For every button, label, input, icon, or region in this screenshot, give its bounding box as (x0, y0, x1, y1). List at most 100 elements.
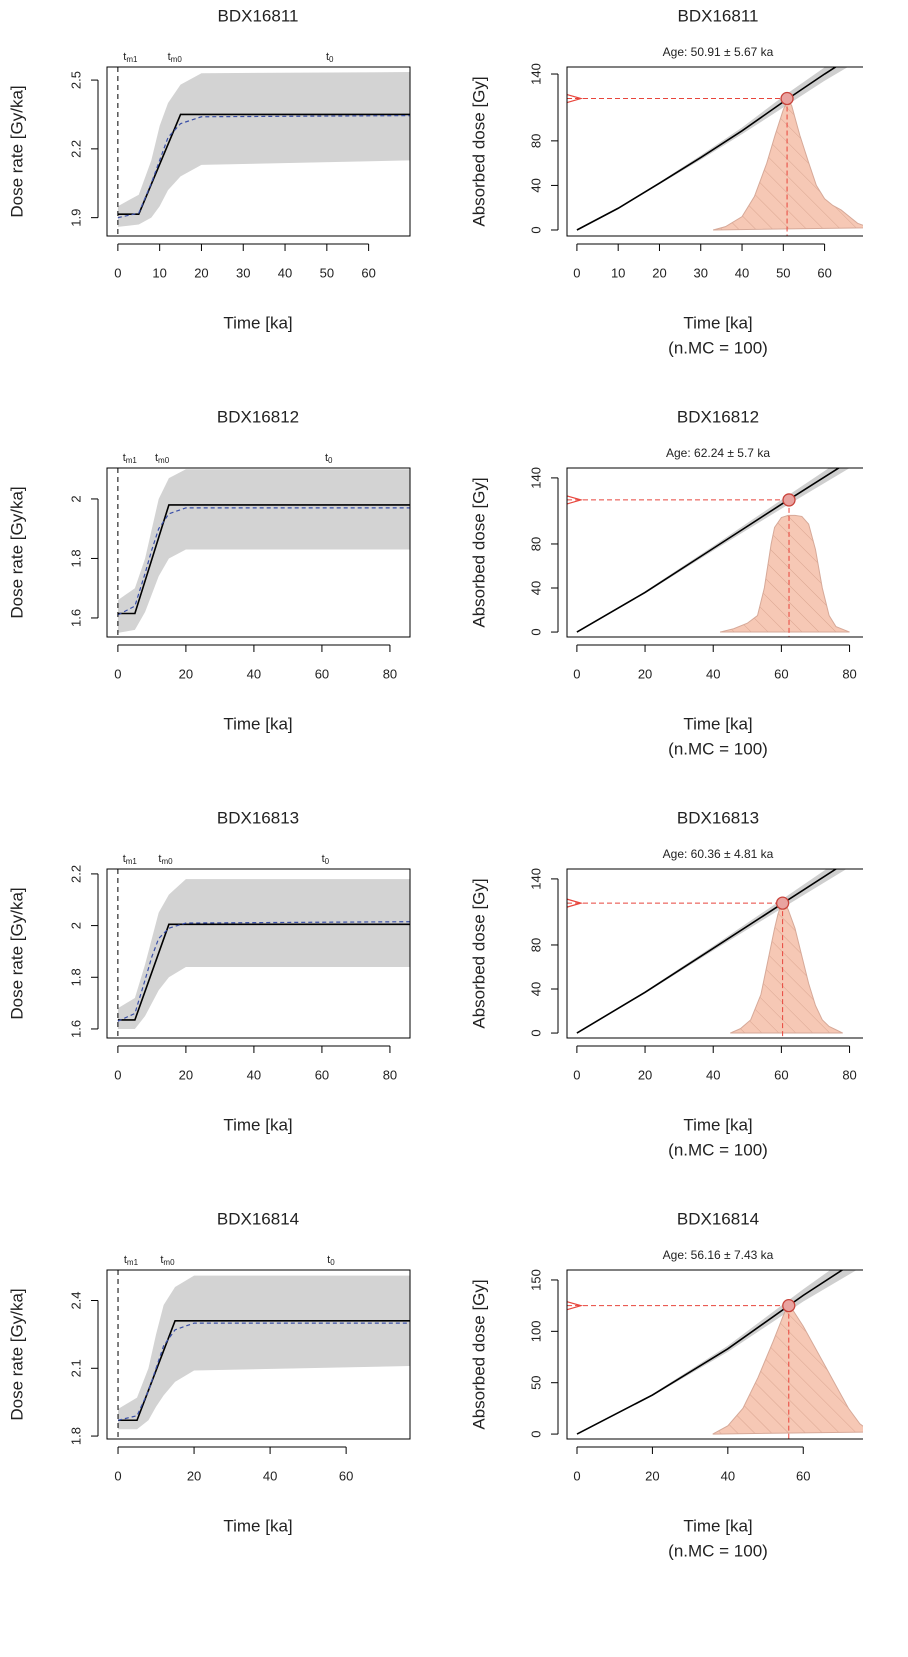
dose-line (576, 468, 841, 633)
x-tick-label: 20 (187, 1468, 201, 1483)
x-tick-label: 0 (114, 265, 121, 280)
annotation-symbol: t (160, 1254, 163, 1266)
x-tick-label: 60 (796, 1468, 810, 1483)
annotation: tm1 (124, 1254, 139, 1267)
uncertainty-band (576, 869, 847, 1034)
fitted-curve (117, 507, 410, 616)
panel: BDX16813 Age: 60.36 ± 4.81 ka Time [ka] (n.… (469, 808, 863, 1159)
y-tick-label: 2.1 (68, 1359, 83, 1377)
annotation: tm1 (123, 853, 138, 866)
plot-frame (106, 467, 411, 638)
y-tick-label: 1.6 (68, 1020, 83, 1038)
fitted-curve (117, 1322, 410, 1421)
y-tick-label: 140 (528, 868, 543, 890)
x-tick-label: 60 (315, 1067, 329, 1082)
x-tick-label: 0 (114, 1468, 121, 1483)
plot-area (567, 468, 850, 637)
x-tick-label: 0 (573, 1468, 580, 1483)
age-point (782, 493, 796, 507)
x-tick-label: 40 (706, 666, 720, 681)
plot-frame (106, 66, 411, 237)
annotation-symbol: t (123, 452, 126, 464)
y-tick-label: 80 (528, 938, 543, 952)
plot-frame (566, 868, 863, 1039)
x-tick-label: 40 (721, 1468, 735, 1483)
y-tick-label: 40 (528, 581, 543, 595)
plot-area (567, 869, 847, 1038)
x-tick-label: 40 (263, 1468, 277, 1483)
y-axis-title: Absorbed dose [Gy] (469, 477, 488, 627)
uncertainty-band (576, 468, 850, 633)
panel-subtitle: Age: 50.91 ± 5.67 ka (663, 45, 774, 59)
plot-area (567, 1270, 863, 1439)
y-tick-label: 50 (528, 1375, 543, 1389)
fitted-curve (117, 921, 410, 1022)
annotation-symbol: t (155, 452, 158, 464)
age-density (719, 514, 850, 633)
annotation: t0 (325, 452, 333, 465)
x-tick-label: 80 (383, 666, 397, 681)
dose-rate-line (117, 923, 410, 1021)
x-tick-label: 20 (179, 666, 193, 681)
panel-subtitle: Age: 56.16 ± 7.43 ka (663, 1248, 774, 1262)
y-tick-label: 1.8 (68, 1427, 83, 1445)
y-axis-title: Absorbed dose [Gy] (469, 1279, 488, 1429)
x-axis-subtitle: (n.MC = 100) (668, 739, 768, 758)
annotation-subscript: 0 (328, 456, 333, 465)
plot-frame (106, 868, 411, 1039)
annotation-subscript: m0 (171, 55, 183, 64)
annotation-subscript: m1 (126, 456, 138, 465)
annotation-symbol: t (326, 51, 329, 63)
x-tick-label: 40 (735, 265, 749, 280)
y-tick-label: 2.2 (68, 865, 83, 883)
plot-frame (566, 1269, 863, 1440)
x-tick-label: 50 (320, 265, 334, 280)
x-tick-label: 0 (114, 666, 121, 681)
x-axis-title: Time [ka] (683, 1115, 752, 1134)
y-tick-label: 2.5 (68, 71, 83, 89)
age-point (780, 91, 794, 106)
x-tick-label: 10 (152, 265, 166, 280)
panel: BDX16814 Time [ka] Dose rate [Gy/ka] 0 20 40 6… (7, 1209, 411, 1535)
annotation-symbol: t (124, 1254, 127, 1266)
panel-title: BDX16811 (218, 6, 299, 25)
y-tick-label: 1.8 (68, 968, 83, 986)
dose-line (576, 869, 838, 1034)
y-tick-label: 0 (528, 628, 543, 635)
annotation-subscript: 0 (330, 1258, 335, 1267)
panel: BDX16811 Age: 50.91 ± 5.67 ka Time [ka] (n.… (469, 6, 863, 357)
x-tick-label: 50 (776, 265, 790, 280)
plot-area (567, 67, 863, 236)
dose-line (576, 67, 838, 231)
annotation-symbol: t (158, 853, 161, 865)
age-density (730, 902, 843, 1034)
plot-frame (106, 1269, 411, 1440)
uncertainty-band (118, 1275, 410, 1430)
y-tick-label: 140 (528, 63, 543, 85)
age-point (782, 1298, 796, 1313)
x-axis-title: Time [ka] (683, 1516, 752, 1535)
y-tick-label: 1.8 (68, 549, 83, 567)
y-axis-title: Dose rate [Gy/ka] (7, 85, 26, 217)
x-tick-label: 60 (361, 265, 375, 280)
panel-title: BDX16812 (217, 407, 299, 426)
y-tick-label: 40 (528, 982, 543, 996)
y-axis-title: Absorbed dose [Gy] (469, 878, 488, 1028)
panel: BDX16812 Age: 62.24 ± 5.7 ka Time [ka] (n.M… (469, 407, 863, 758)
y-tick-label: 140 (528, 467, 543, 489)
y-tick-label: 2 (68, 922, 83, 929)
annotation-subscript: 0 (325, 857, 330, 866)
x-tick-label: 20 (652, 265, 666, 280)
x-tick-label: 20 (194, 265, 208, 280)
x-axis-subtitle: (n.MC = 100) (668, 1541, 768, 1560)
y-axis-title: Dose rate [Gy/ka] (7, 887, 26, 1019)
x-axis-title: Time [ka] (223, 714, 292, 733)
annotation: tm0 (168, 51, 183, 64)
annotation-symbol: t (168, 51, 171, 63)
x-axis-title: Time [ka] (223, 313, 292, 332)
x-tick-label: 20 (645, 1468, 659, 1483)
annotation: tm0 (160, 1254, 175, 1267)
y-tick-label: 2.4 (68, 1291, 83, 1309)
x-tick-label: 60 (315, 666, 329, 681)
